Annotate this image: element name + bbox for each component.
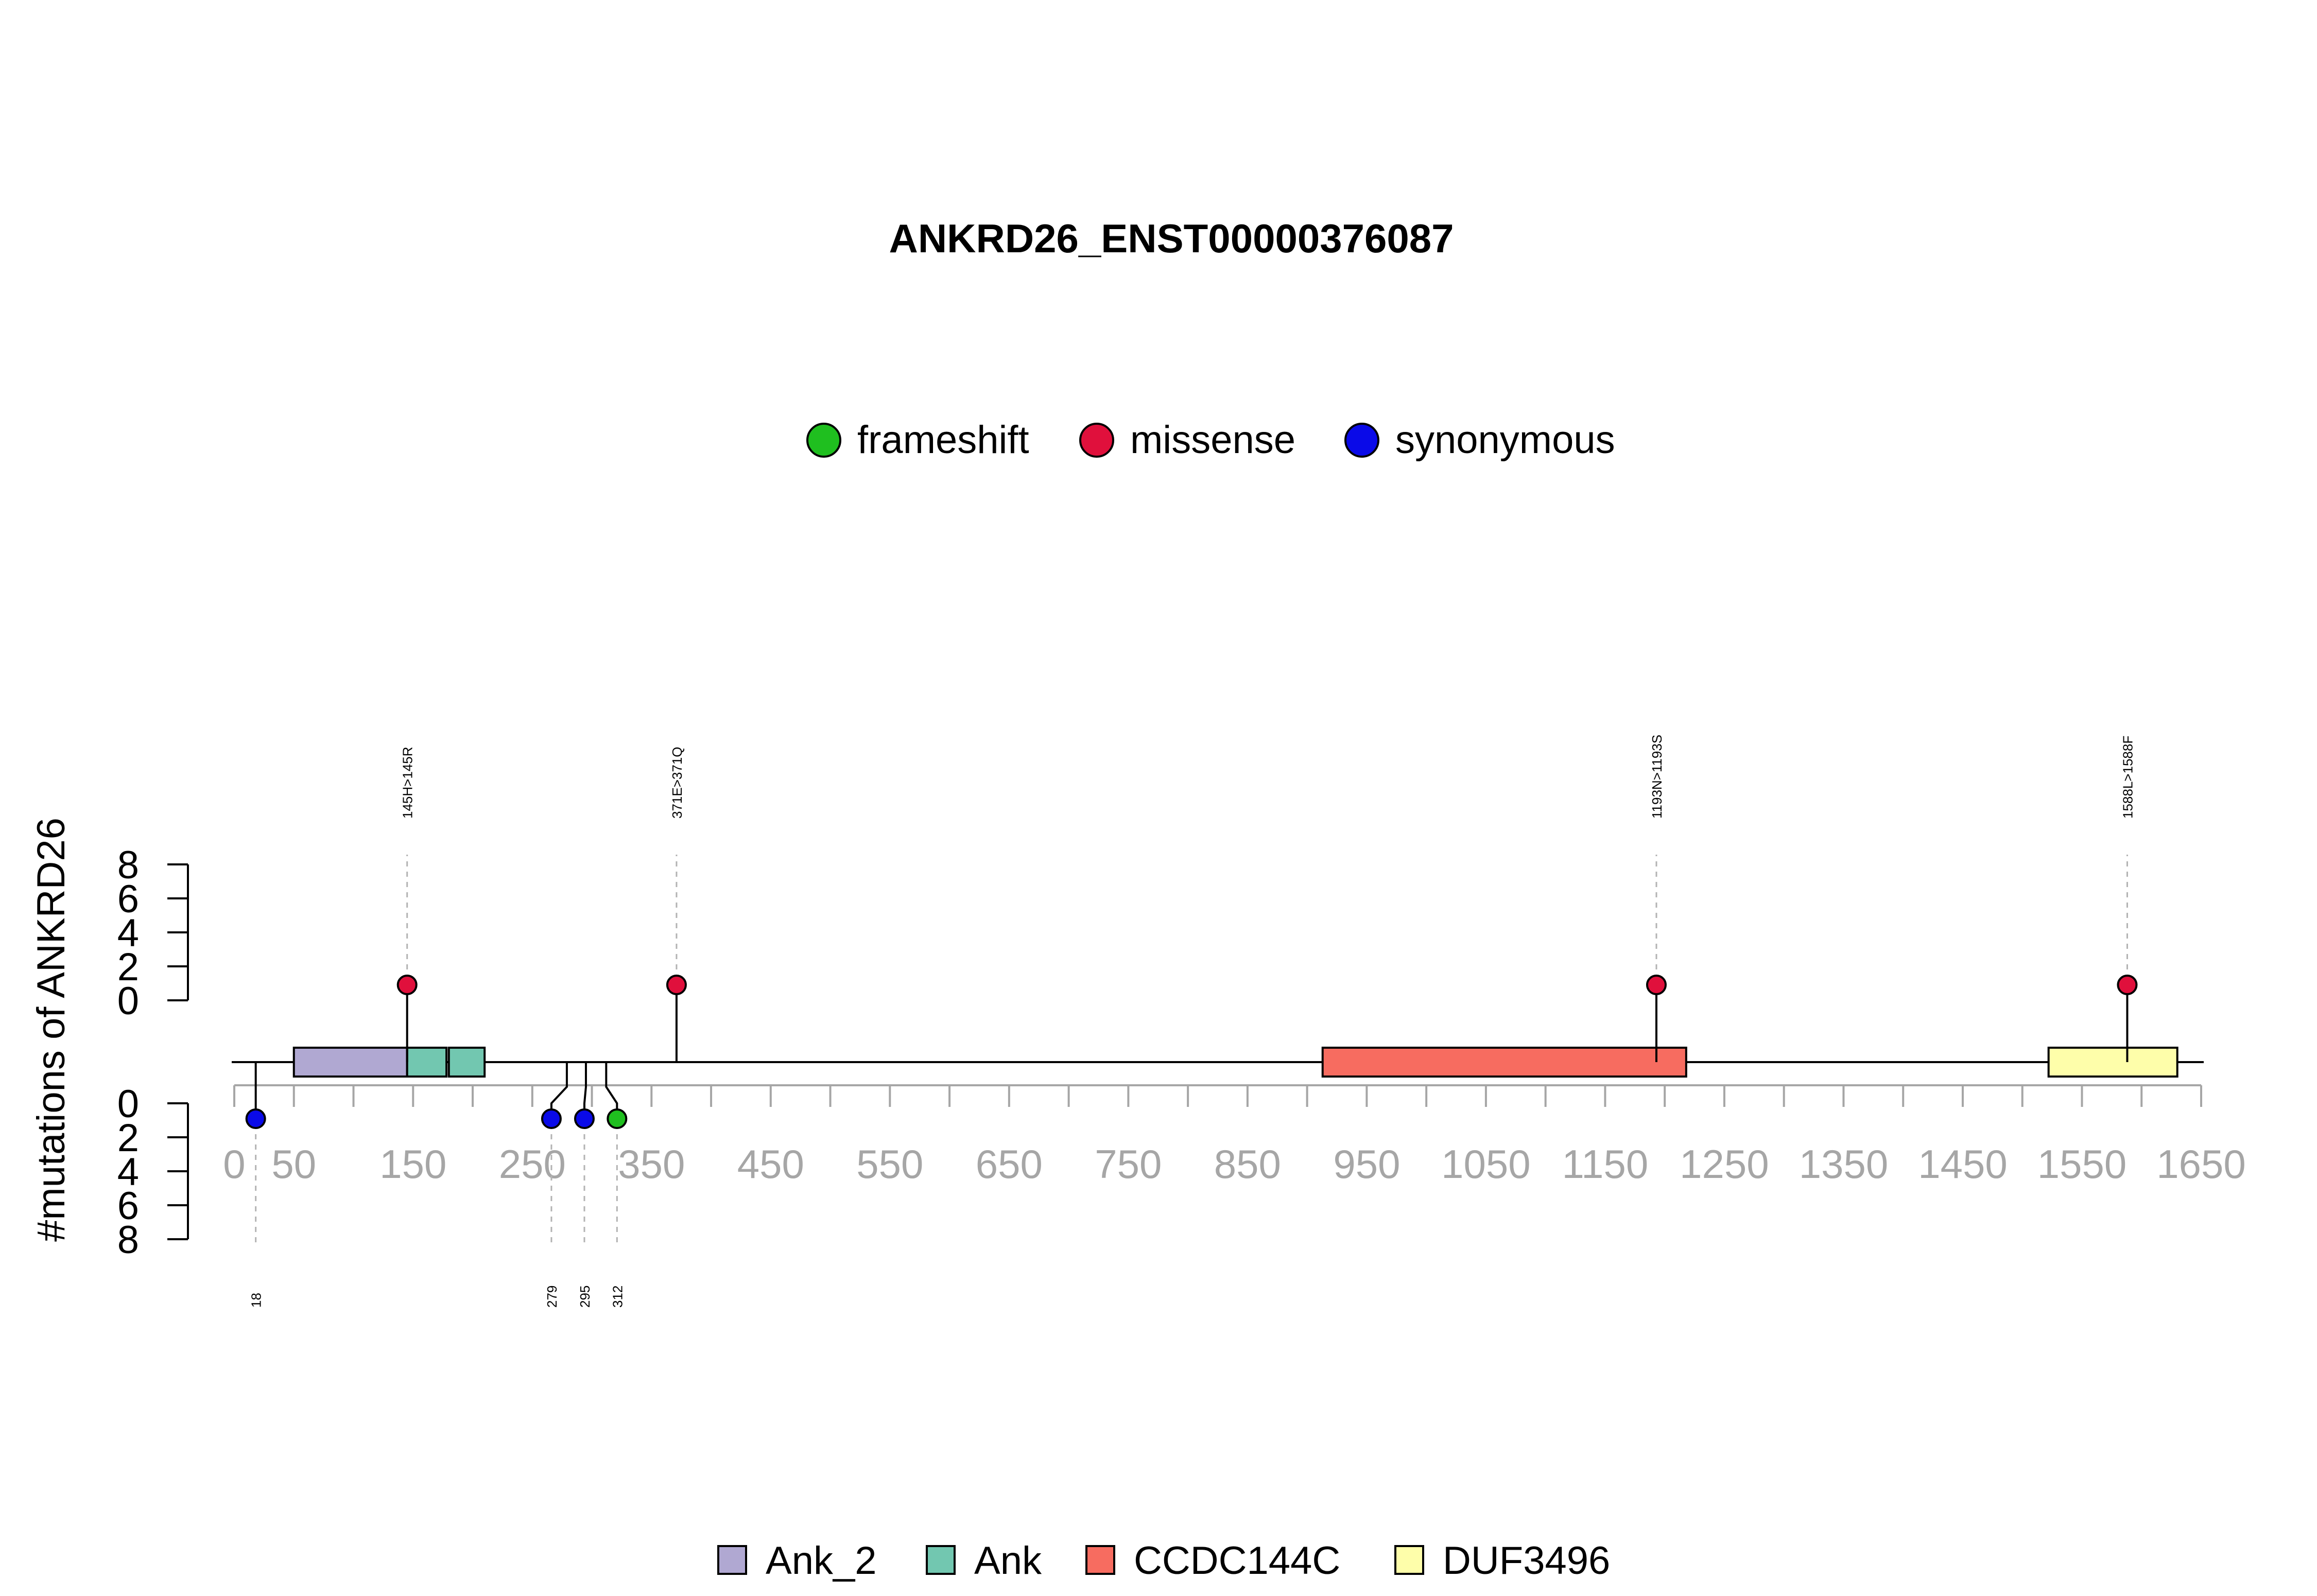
- y-tick-label-bottom: 2: [117, 1116, 139, 1160]
- lollipop-head-frameshift: [607, 1108, 628, 1129]
- lollipop-head-missense: [396, 975, 418, 995]
- mutation-label: 145H>145R: [400, 747, 416, 819]
- x-tick-label: 1150: [1562, 1141, 1649, 1187]
- chart-title: ANKRD26_ENST00000376087: [889, 216, 1454, 261]
- legend-box-DUF3496: [1394, 1545, 1424, 1575]
- x-tick-label: 1550: [2037, 1141, 2127, 1187]
- mutation-legend: frameshift missense synonymous: [806, 418, 1615, 462]
- legend-label-CCDC144C: CCDC144C: [1134, 1539, 1340, 1583]
- mutation-label: 371E>371Q: [669, 747, 685, 819]
- domain-CCDC144C: [1321, 1047, 1687, 1078]
- lollipop-head-synonymous: [541, 1108, 562, 1129]
- legend-label-synonymous: synonymous: [1395, 418, 1615, 462]
- legend-label-Ank_2: Ank_2: [766, 1539, 877, 1583]
- lollipop-head-synonymous: [574, 1108, 595, 1129]
- lollipop-head-missense: [2117, 975, 2138, 995]
- y-tick-label-top: 2: [117, 945, 139, 989]
- x-tick-label: 1050: [1441, 1141, 1531, 1187]
- legend-box-Ank: [926, 1545, 956, 1575]
- legend-label-missense: missense: [1130, 418, 1295, 462]
- domain-legend: Ank_2 Ank CCDC144C DUF3496: [717, 1539, 1610, 1583]
- lollipop-head-synonymous: [245, 1108, 266, 1129]
- x-tick-label: 1250: [1680, 1141, 1769, 1187]
- mutation-label: 18: [249, 1293, 264, 1308]
- lollipop-head-missense: [666, 975, 687, 995]
- x-tick-label: 350: [618, 1141, 685, 1187]
- x-tick-label: 650: [976, 1141, 1043, 1187]
- x-tick-label: 850: [1214, 1141, 1281, 1187]
- domain-DUF3496: [2047, 1047, 2178, 1078]
- legend-label-frameshift: frameshift: [857, 418, 1029, 462]
- y-axis-label: #mutations of ANKRD26: [29, 818, 73, 1242]
- legend-box-Ank_2: [717, 1545, 747, 1575]
- legend-marker-frameshift: [806, 423, 841, 458]
- mutation-label: 1588L>1588F: [2120, 736, 2135, 819]
- x-tick-label: 250: [499, 1141, 566, 1187]
- lollipops-bottom: 18 279 295 312: [245, 1062, 628, 1308]
- legend-marker-missense: [1079, 423, 1114, 458]
- y-tick-label-bottom: 8: [117, 1218, 139, 1262]
- domain-Ank: [406, 1047, 448, 1078]
- domain-boxes: [292, 1047, 2178, 1078]
- x-tick-label: 150: [379, 1141, 446, 1187]
- y-tick-label-top: 0: [117, 979, 139, 1023]
- y-tick-label-top: 8: [117, 843, 139, 887]
- domain-Ank: [447, 1047, 486, 1078]
- x-tick-label: 450: [737, 1141, 804, 1187]
- y-tick-label-bottom: 4: [117, 1150, 139, 1194]
- mutation-label: 312: [610, 1286, 625, 1308]
- legend-label-Ank: Ank: [974, 1539, 1042, 1583]
- x-tick-label: 0: [223, 1141, 245, 1187]
- y-tick-label-bottom: 0: [117, 1082, 139, 1126]
- x-tick-label: 1450: [1918, 1141, 2008, 1187]
- legend-box-CCDC144C: [1085, 1545, 1115, 1575]
- y-tick-label-bottom: 6: [117, 1184, 139, 1228]
- x-tick-label: 1650: [2156, 1141, 2246, 1187]
- mutation-label: 1193N>1193S: [1649, 735, 1665, 819]
- y-tick-label-top: 4: [117, 911, 139, 955]
- x-tick-label: 750: [1095, 1141, 1162, 1187]
- lollipop-head-missense: [1646, 975, 1667, 995]
- x-axis: 0 50 150 250 350 450 550 650 750 850 950 1050 1150 12…: [223, 1084, 2246, 1187]
- lollipops-top: 145H>145R 371E>371Q 1193N>1193S 1588L>1588F: [396, 735, 2138, 1062]
- x-tick-label: 550: [856, 1141, 923, 1187]
- x-tick-label: 1350: [1799, 1141, 1889, 1187]
- domain-Ank_2: [292, 1047, 408, 1078]
- x-tick-label: 950: [1333, 1141, 1400, 1187]
- legend-label-DUF3496: DUF3496: [1443, 1539, 1610, 1583]
- y-tick-label-top: 6: [117, 877, 139, 921]
- x-tick-label: 50: [271, 1141, 316, 1187]
- mutation-label: 279: [544, 1286, 560, 1308]
- legend-marker-synonymous: [1344, 423, 1379, 458]
- mutation-label: 295: [577, 1286, 593, 1308]
